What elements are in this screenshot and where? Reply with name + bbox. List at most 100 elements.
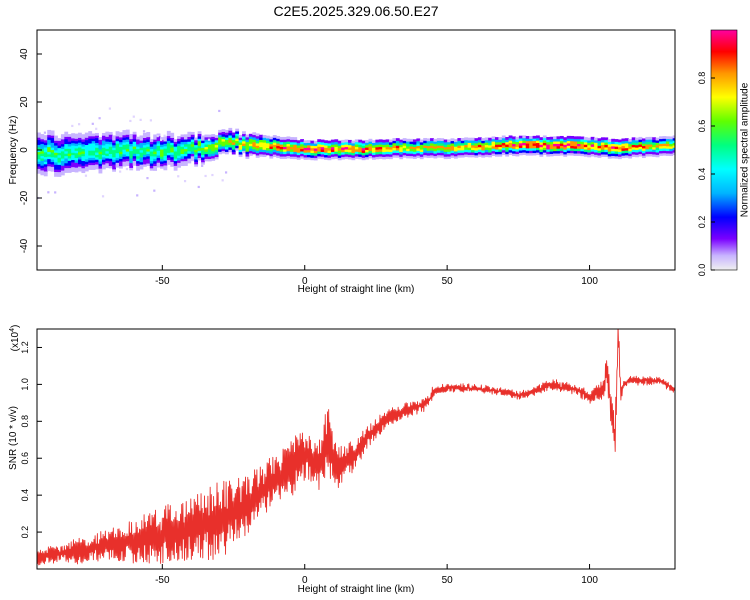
heatmap-cell — [279, 136, 284, 140]
heatmap-cell — [662, 150, 667, 154]
heatmap-cell — [320, 146, 325, 150]
heatmap-cell — [624, 150, 629, 153]
top-x-axis-label: Height of straight line (km) — [298, 284, 415, 295]
heatmap-cell — [659, 153, 663, 156]
heatmap-cell — [460, 140, 465, 144]
heatmap-cell — [177, 162, 181, 166]
heatmap-cell — [392, 147, 397, 151]
heatmap-cell — [423, 152, 428, 156]
heatmap-cell — [477, 139, 482, 143]
heatmap-cell — [563, 151, 568, 155]
heatmap-cell — [81, 136, 86, 140]
heatmap-cell — [170, 163, 175, 167]
heatmap-cell — [101, 156, 106, 160]
heatmap-cell — [112, 154, 117, 158]
heatmap-cell — [57, 140, 62, 144]
heatmap-cell — [641, 148, 646, 151]
heatmap-cell — [101, 132, 106, 136]
heatmap-cell — [119, 134, 123, 138]
heatmap-cell — [481, 154, 486, 158]
heatmap-cell — [269, 141, 274, 145]
heatmap-cell — [553, 150, 557, 154]
heatmap-cell — [378, 148, 383, 152]
heatmap-cell — [416, 155, 421, 159]
heatmap-cell — [590, 146, 595, 150]
heatmap-cell — [283, 144, 287, 147]
heatmap-cell — [522, 144, 527, 148]
heatmap-cell — [399, 144, 404, 148]
heatmap-cell — [566, 145, 571, 149]
heatmap-cell — [139, 164, 144, 168]
heatmap-cell — [218, 132, 222, 136]
heatmap-cell — [549, 141, 554, 145]
heatmap-cell — [532, 147, 537, 151]
heatmap-cell — [40, 138, 45, 142]
heatmap-cell — [170, 137, 175, 141]
heatmap-cell — [204, 174, 207, 178]
heatmap-cell — [50, 149, 55, 153]
heatmap-cell — [156, 164, 161, 168]
heatmap-cell — [590, 148, 595, 152]
heatmap-cell — [563, 137, 568, 140]
heatmap-cell — [669, 143, 674, 147]
heatmap-cell — [300, 146, 304, 150]
colorbar-tick-label: 0.6 — [697, 120, 707, 133]
heatmap-cell — [628, 153, 633, 157]
heatmap-cell — [43, 147, 48, 150]
heatmap-cell — [597, 145, 602, 149]
heatmap-cell — [235, 147, 240, 151]
heatmap-cell — [525, 140, 530, 144]
heatmap-cell — [559, 150, 564, 154]
heatmap-cell — [611, 153, 616, 157]
heatmap-cell — [197, 133, 202, 137]
heatmap-cell — [105, 136, 110, 140]
heatmap-cell — [303, 152, 308, 156]
heatmap-cell — [433, 153, 438, 157]
heatmap-cell — [430, 154, 434, 158]
heatmap-cell — [395, 140, 400, 144]
heatmap-cell — [426, 150, 431, 154]
heatmap-cell — [488, 140, 492, 143]
heatmap-cell — [450, 152, 455, 156]
heatmap-cell — [54, 169, 58, 172]
heatmap-cell — [419, 146, 424, 150]
heatmap-cell — [204, 134, 209, 138]
heatmap-cell — [98, 158, 103, 162]
heatmap-cell — [132, 138, 137, 142]
heatmap-cell — [231, 151, 236, 155]
heatmap-cell — [296, 149, 301, 153]
heatmap-cell — [173, 146, 178, 150]
heatmap-cell — [67, 165, 72, 169]
heatmap-cell — [583, 149, 588, 152]
heatmap-cell — [136, 194, 139, 197]
heatmap-cell — [365, 147, 369, 150]
heatmap-cell — [508, 137, 513, 141]
heatmap-cell — [635, 154, 639, 158]
heatmap-cell — [81, 148, 86, 152]
heatmap-cell — [60, 143, 65, 147]
heatmap-cell — [628, 146, 633, 149]
heatmap-cell — [573, 145, 578, 149]
heatmap-cell — [337, 157, 342, 161]
heatmap-cell — [95, 142, 99, 146]
heatmap-cell — [665, 138, 670, 142]
heatmap-cell — [108, 158, 113, 162]
heatmap-cell — [173, 141, 178, 145]
heatmap-cell — [385, 146, 390, 150]
heatmap-cell — [173, 143, 178, 147]
heatmap-cell — [119, 144, 123, 147]
heatmap-cell — [641, 145, 646, 149]
heatmap-cell — [313, 152, 318, 156]
heatmap-cell — [40, 148, 45, 152]
heatmap-cell — [43, 161, 48, 165]
heatmap-cell — [156, 152, 161, 156]
heatmap-cell — [101, 166, 106, 170]
heatmap-cell — [655, 140, 660, 143]
colorbar-gradient — [710, 29, 738, 271]
heatmap-cell — [98, 141, 103, 145]
heatmap-cell — [139, 147, 144, 151]
heatmap-cell — [235, 140, 240, 144]
heatmap-cell — [115, 164, 120, 168]
heatmap-cell — [330, 142, 335, 145]
heatmap-cell — [132, 158, 137, 161]
